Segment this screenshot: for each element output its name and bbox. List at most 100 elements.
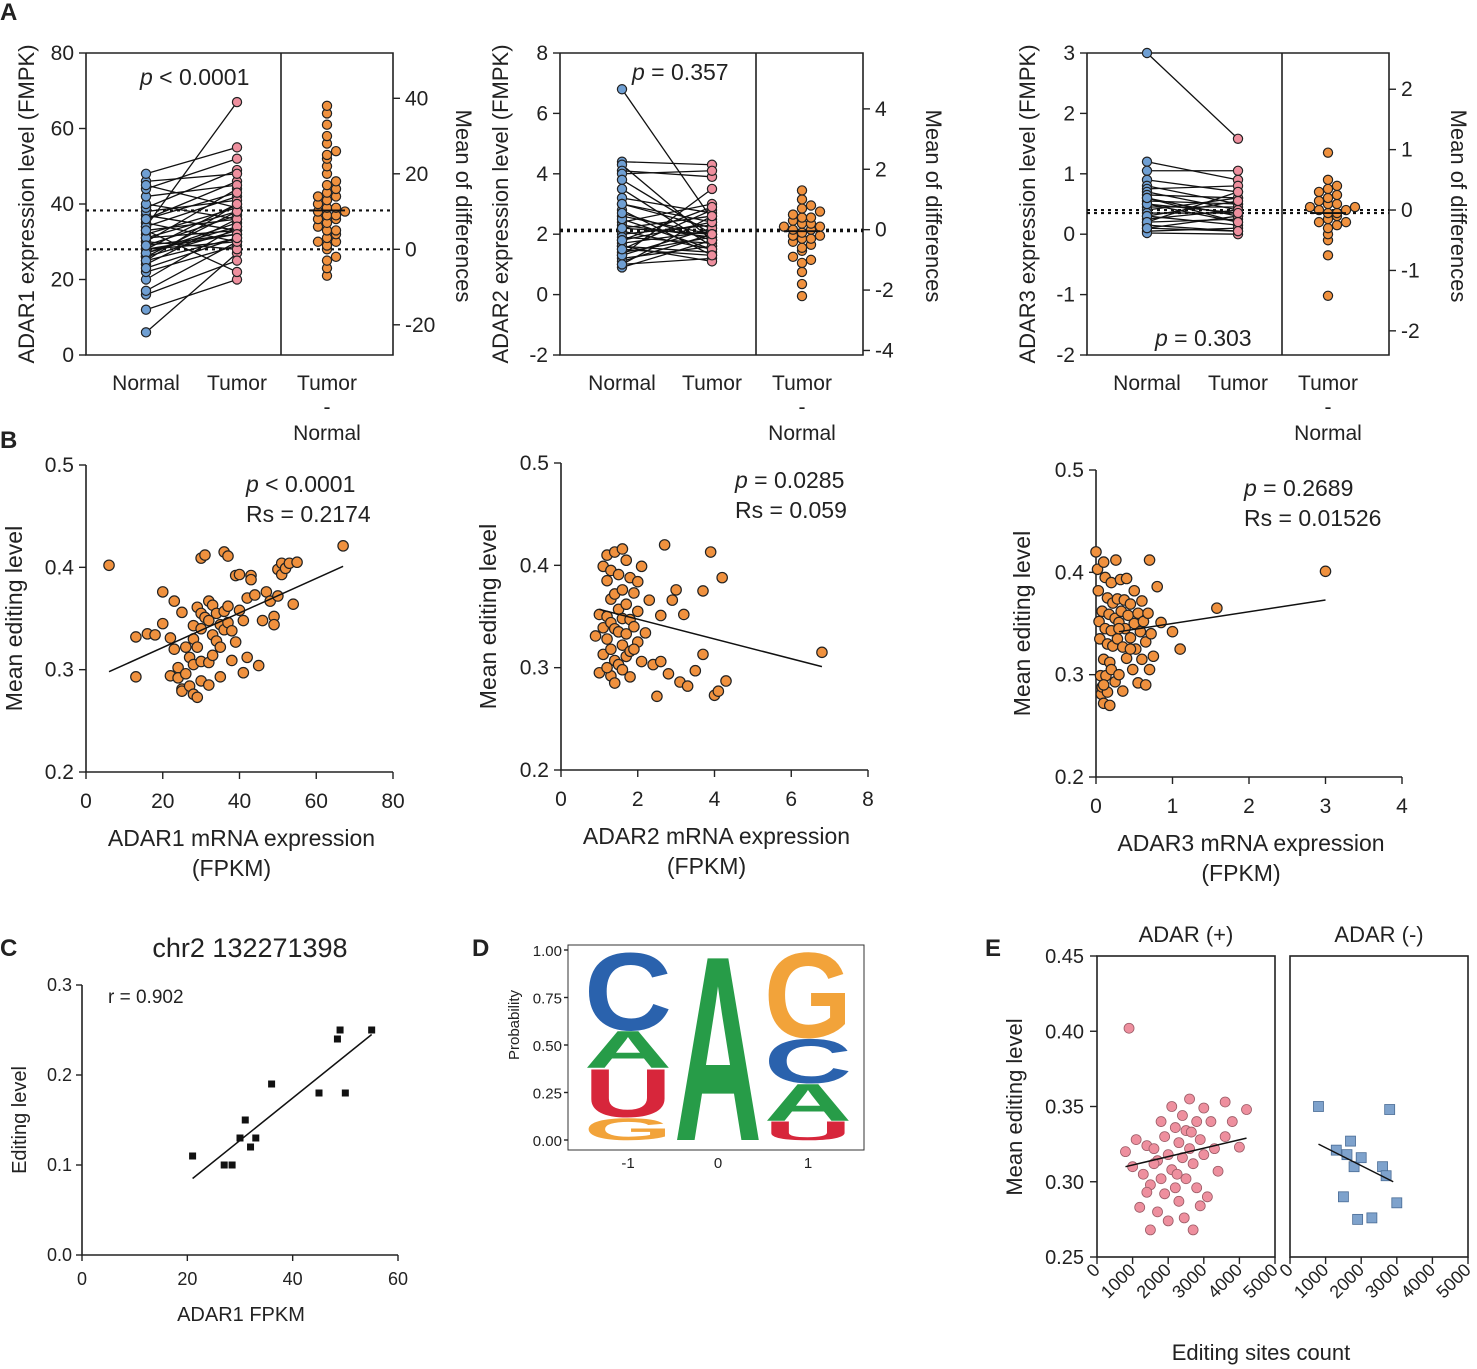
x-tick-label: 40 xyxy=(228,790,251,813)
x-axis-label: ADAR1 mRNA expression xyxy=(108,825,375,851)
difference-point xyxy=(778,221,790,232)
pair-line xyxy=(145,244,238,273)
scatter-point xyxy=(1110,554,1122,566)
difference-point xyxy=(1331,180,1343,192)
x-tick-label: 5000 xyxy=(1432,1260,1474,1302)
scatter-point xyxy=(1113,622,1125,635)
scatter-point xyxy=(1139,679,1152,691)
scatter-point xyxy=(226,654,238,667)
adar-positive-point xyxy=(1177,1110,1188,1121)
x-category-label: Tumor xyxy=(772,372,832,395)
difference-point xyxy=(796,242,808,253)
y-tick-label: 1 xyxy=(1063,163,1075,186)
scatter-point xyxy=(199,549,211,561)
rs-value-label: Rs = 0.2174 xyxy=(246,501,371,527)
x-category-label: - xyxy=(1325,396,1332,419)
difference-point xyxy=(1322,174,1334,186)
x-tick-label: 80 xyxy=(381,790,404,813)
rs-value-label: Rs = 0.01526 xyxy=(1244,505,1381,531)
x-tick-label: 0 xyxy=(77,1269,87,1289)
adar-negative-point xyxy=(1345,1135,1356,1147)
data-point xyxy=(241,1116,249,1124)
y-tick-label: 6 xyxy=(536,102,548,125)
position-label: 1 xyxy=(804,1155,812,1172)
scatter-point xyxy=(241,651,253,664)
scatter-point xyxy=(1124,632,1137,644)
difference-point xyxy=(1322,147,1334,158)
x-tick-label: 2000 xyxy=(1133,1260,1175,1302)
panel-letter-d: D xyxy=(472,935,489,962)
pair-line xyxy=(145,184,238,198)
y-tick-label: 0.3 xyxy=(520,657,549,680)
p-italic: p xyxy=(1154,325,1168,351)
scatter-point xyxy=(237,614,250,627)
right-tick-label: -4 xyxy=(875,339,894,362)
pair-line xyxy=(621,215,713,265)
y-tick-label: -1 xyxy=(1056,284,1075,307)
tumor-point xyxy=(231,232,243,244)
scatter-point xyxy=(222,550,234,562)
scatter-point xyxy=(631,605,644,618)
x-category-label: Normal xyxy=(768,422,836,445)
logo-letter-c: C xyxy=(584,930,672,1054)
adar-positive-point xyxy=(1169,1182,1181,1194)
normal-point xyxy=(140,225,152,236)
scatter-point xyxy=(130,631,142,643)
pair-line xyxy=(145,214,238,232)
adar-positive-point xyxy=(1219,1096,1231,1108)
x-tick-label: 3000 xyxy=(1361,1260,1403,1302)
x-category-label: - xyxy=(799,396,806,419)
normal-point xyxy=(616,198,628,210)
scatter-point xyxy=(620,554,633,567)
difference-point xyxy=(339,206,351,217)
scatter-point xyxy=(256,614,269,627)
adar-positive-point xyxy=(1185,1126,1197,1138)
adar-positive-point xyxy=(1191,1182,1203,1194)
pair-line xyxy=(145,229,238,258)
logo-letter-u: U xyxy=(764,1117,852,1146)
p-italic: p xyxy=(139,64,153,90)
tumor-point xyxy=(1232,216,1244,228)
regression-line xyxy=(1118,599,1326,633)
y-tick-label: 8 xyxy=(536,42,548,65)
y-tick-label: 60 xyxy=(51,118,74,141)
difference-point xyxy=(796,278,808,290)
tumor-point xyxy=(706,250,718,261)
scatter-point xyxy=(1143,663,1156,676)
normal-point xyxy=(1141,165,1153,176)
pair-line xyxy=(145,278,238,311)
tumor-point xyxy=(706,201,718,213)
scatter-point xyxy=(616,663,629,676)
x-tick-label: 6 xyxy=(785,788,797,811)
regression-line xyxy=(108,565,344,673)
pair-line xyxy=(621,212,713,241)
adar-positive-point xyxy=(1171,1168,1183,1180)
p-value-text: = 0.0285 xyxy=(748,467,845,493)
difference-point xyxy=(814,221,826,232)
tumor-point xyxy=(1232,186,1244,198)
difference-point xyxy=(1322,192,1334,204)
y-tick-label: 0.0 xyxy=(47,1245,72,1265)
scatter-point xyxy=(712,685,725,698)
difference-point xyxy=(321,255,333,266)
scatter-point xyxy=(628,620,640,633)
difference-point xyxy=(1313,195,1325,207)
adar-positive-point xyxy=(1145,1224,1156,1236)
scatter-point xyxy=(176,606,188,619)
normal-point xyxy=(616,174,628,186)
x-tick-label: 3 xyxy=(1320,795,1332,818)
scatter-point xyxy=(237,666,250,679)
adar-positive-point xyxy=(1120,1146,1131,1158)
x-category-label: Normal xyxy=(1294,422,1362,445)
adar-positive-point xyxy=(1198,1102,1210,1114)
x-tick-label: 20 xyxy=(177,1269,197,1289)
y-tick-label: 1.00 xyxy=(533,943,562,960)
adar-positive-point xyxy=(1194,1134,1206,1146)
y-axis-label: ADAR2 expression level (FMPK) xyxy=(488,44,513,363)
scatter-point xyxy=(639,627,652,639)
data-point xyxy=(189,1152,197,1160)
scatter-point xyxy=(1124,643,1137,655)
y-tick-label: 0.5 xyxy=(520,452,549,475)
logo-letter-g: G xyxy=(764,927,852,1063)
scatter-point xyxy=(628,587,640,599)
